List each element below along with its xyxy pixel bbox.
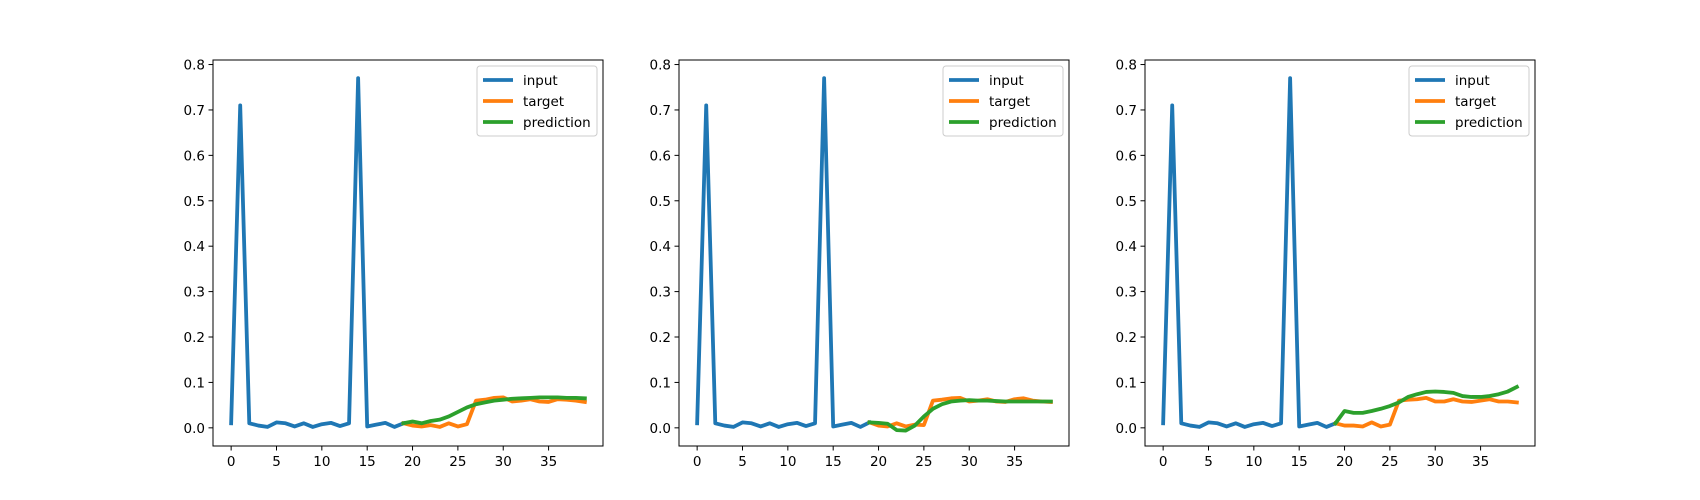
x-tick-label: 0 — [693, 454, 702, 470]
legend-label-input: input — [989, 73, 1024, 89]
y-tick-label: 0.4 — [184, 239, 205, 255]
x-tick-label: 15 — [359, 454, 376, 470]
y-tick-label: 0.7 — [650, 103, 671, 119]
y-tick-label: 0.2 — [650, 330, 671, 346]
legend-label-prediction: prediction — [989, 115, 1057, 131]
y-tick-label: 0.0 — [650, 421, 671, 437]
series-line-prediction — [401, 395, 587, 426]
series-line-input — [229, 76, 406, 429]
legend-label-target: target — [1455, 94, 1496, 110]
x-tick-label: 30 — [961, 454, 978, 470]
legend-label-prediction: prediction — [1455, 115, 1523, 131]
series-line-prediction — [1332, 384, 1520, 426]
y-tick-label: 0.3 — [184, 285, 205, 301]
y-tick-label: 0.0 — [184, 421, 205, 437]
y-tick-label: 0.5 — [650, 194, 671, 210]
series-line-target — [401, 395, 588, 429]
y-tick-label: 0.6 — [650, 148, 671, 164]
x-tick-label: 10 — [1245, 454, 1262, 470]
x-tick-label: 35 — [1472, 454, 1489, 470]
y-tick-label: 0.8 — [184, 58, 205, 74]
legend-box — [476, 65, 598, 137]
y-tick-label: 0.2 — [184, 330, 205, 346]
series-line-input — [1161, 76, 1338, 429]
x-tick-label: 30 — [1427, 454, 1444, 470]
legend-label-prediction: prediction — [523, 115, 591, 131]
y-tick-label: 0.8 — [1116, 58, 1137, 74]
x-tick-label: 5 — [272, 454, 281, 470]
y-tick-label: 0.6 — [184, 148, 205, 164]
chart-panel-2: 0 5 10 15 20 25 30 35 0.0 0.1 0.2 0.3 0.4 0.5 0.6 0.7 0.… — [650, 58, 1070, 470]
x-tick-label: 25 — [1381, 454, 1398, 470]
y-tick-label: 0.7 — [184, 103, 205, 119]
x-tick-label: 0 — [227, 454, 236, 470]
y-tick-label: 0.3 — [1116, 285, 1137, 301]
x-tick-label: 0 — [1159, 454, 1168, 470]
y-tick-label: 0.2 — [1116, 330, 1137, 346]
axes-frame — [678, 59, 1070, 447]
y-tick-label: 0.1 — [650, 375, 671, 391]
y-tick-label: 0.3 — [650, 285, 671, 301]
legend-box — [1408, 65, 1530, 137]
y-tick-label: 0.4 — [1116, 239, 1137, 255]
x-tick-label: 15 — [1291, 454, 1308, 470]
legend-label-input: input — [1455, 73, 1490, 89]
x-tick-label: 20 — [404, 454, 421, 470]
x-tick-label: 10 — [313, 454, 330, 470]
x-tick-label: 30 — [495, 454, 512, 470]
x-tick-label: 25 — [915, 454, 932, 470]
y-tick-label: 0.6 — [1116, 148, 1137, 164]
legend-box — [942, 65, 1064, 137]
x-tick-label: 5 — [1204, 454, 1213, 470]
y-tick-label: 0.5 — [184, 194, 205, 210]
x-tick-label: 20 — [870, 454, 887, 470]
x-tick-label: 10 — [779, 454, 796, 470]
y-tick-label: 0.0 — [1116, 421, 1137, 437]
y-tick-label: 0.7 — [1116, 103, 1137, 119]
series-line-input — [695, 76, 873, 429]
x-tick-label: 25 — [449, 454, 466, 470]
x-tick-label: 15 — [825, 454, 842, 470]
y-tick-label: 0.1 — [1116, 375, 1137, 391]
series-line-target — [867, 395, 1053, 429]
x-tick-label: 20 — [1336, 454, 1353, 470]
series-line-prediction — [867, 398, 1053, 433]
series-line-target — [1333, 395, 1519, 429]
chart-panel-1: 0 5 10 15 20 25 30 35 0.0 0.1 0.2 0.3 0.4 0.5 0.6 0.7 0.… — [184, 58, 604, 470]
axes-frame — [1144, 59, 1536, 447]
chart-panel-3: 0 5 10 15 20 25 30 35 0.0 0.1 0.2 0.3 0.4 0.5 0.6 0.7 0.… — [1116, 58, 1536, 470]
y-tick-label: 0.4 — [650, 239, 671, 255]
x-tick-label: 5 — [738, 454, 747, 470]
axes-frame — [212, 59, 604, 447]
x-tick-label: 35 — [540, 454, 557, 470]
y-tick-label: 0.5 — [1116, 194, 1137, 210]
y-tick-label: 0.1 — [184, 375, 205, 391]
legend-label-target: target — [989, 94, 1030, 110]
y-tick-label: 0.8 — [650, 58, 671, 74]
x-tick-label: 35 — [1006, 454, 1023, 470]
legend-label-target: target — [523, 94, 564, 110]
legend-label-input: input — [523, 73, 558, 89]
